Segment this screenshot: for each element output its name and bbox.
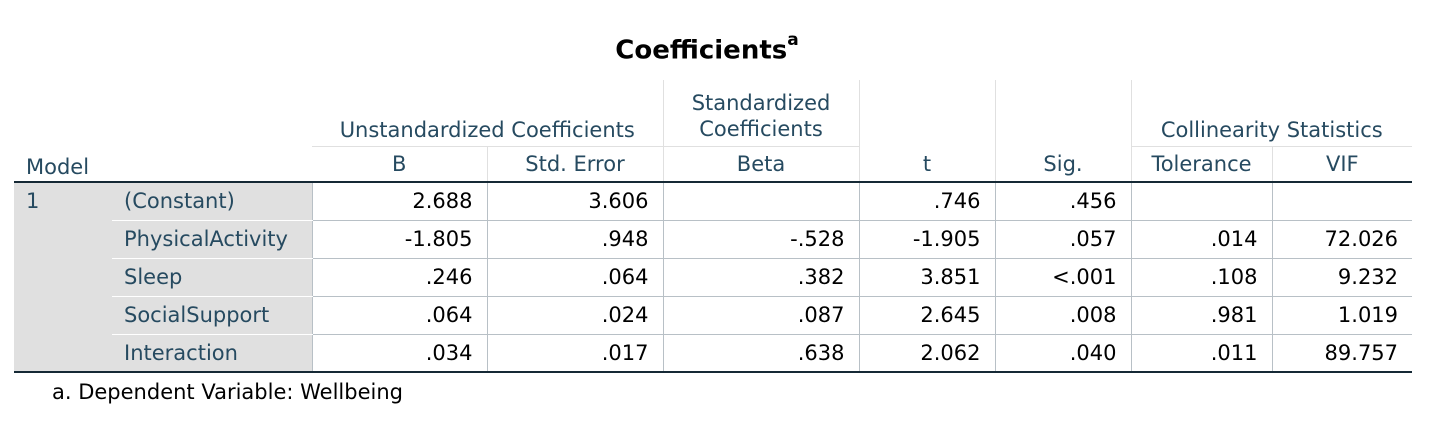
variable-name: SocialSupport [112,296,312,335]
variable-name: PhysicalActivity [112,220,312,259]
t-header: t [858,146,996,183]
tolerance-value: .108 [1130,258,1273,297]
b-value: .064 [311,296,487,335]
tolerance-value: .011 [1130,334,1273,373]
coefficients-table: Unstandardized Coefficients Standardized… [14,80,1413,373]
std-error-value: .064 [486,258,664,297]
table-row: Interaction .034 .017 .638 2.062 .040 .0… [14,334,1413,373]
beta-value [662,182,860,221]
beta-value: .382 [662,258,860,297]
standardized-coefficients-header: Standardized Coefficients [662,80,860,147]
tolerance-value: .981 [1130,296,1273,335]
tolerance-header: Tolerance [1130,146,1273,183]
std-error-header: Std. Error [486,146,664,183]
t-value: .746 [858,182,996,221]
sig-value: .040 [994,334,1132,373]
footnote: a. Dependent Variable: Wellbeing [52,380,403,404]
vif-value: 72.026 [1271,220,1413,259]
variable-name: Sleep [112,258,312,297]
vif-value [1271,182,1413,221]
table-row: 1 (Constant) 2.688 3.606 .746 .456 [14,182,1413,373]
collinearity-statistics-header: Collinearity Statistics [1130,80,1413,147]
beta-header: Beta [662,146,860,183]
b-header: B [312,146,487,183]
beta-value: .638 [662,334,860,373]
vif-header: VIF [1271,146,1413,183]
std-error-value: .017 [486,334,664,373]
tolerance-value [1130,182,1273,221]
unstandardized-coefficients-header: Unstandardized Coefficients [312,80,664,147]
vif-value: 89.757 [1271,334,1413,373]
std-error-value: .948 [486,220,664,259]
t-value: 2.062 [858,334,996,373]
vif-value: 1.019 [1271,296,1413,335]
model-header: Model [14,146,312,183]
model-number: 1 [14,182,112,373]
b-value: .246 [311,258,487,297]
table-row: Sleep .246 .064 .382 3.851 <.001 .108 9.… [14,258,1413,297]
sig-header: Sig. [994,146,1132,183]
beta-value: .087 [662,296,860,335]
b-value: -1.805 [311,220,487,259]
sig-value: <.001 [994,258,1132,297]
table-title: Coefficientsa [615,30,799,66]
variable-name: (Constant) [112,182,312,221]
variable-name: Interaction [112,334,312,373]
sig-value: .456 [994,182,1132,221]
beta-value: -.528 [662,220,860,259]
tolerance-value: .014 [1130,220,1273,259]
table-row: SocialSupport .064 .024 .087 2.645 .008 … [14,296,1413,335]
t-value: -1.905 [858,220,996,259]
sig-value: .008 [994,296,1132,335]
title-footnote-marker: a [787,30,799,50]
table-row: PhysicalActivity -1.805 .948 -.528 -1.90… [14,220,1413,259]
sig-value: .057 [994,220,1132,259]
t-value: 2.645 [858,296,996,335]
std-error-value: .024 [486,296,664,335]
vif-value: 9.232 [1271,258,1413,297]
b-value: .034 [311,334,487,373]
t-value: 3.851 [858,258,996,297]
std-error-value: 3.606 [486,182,664,221]
b-value: 2.688 [311,182,487,221]
